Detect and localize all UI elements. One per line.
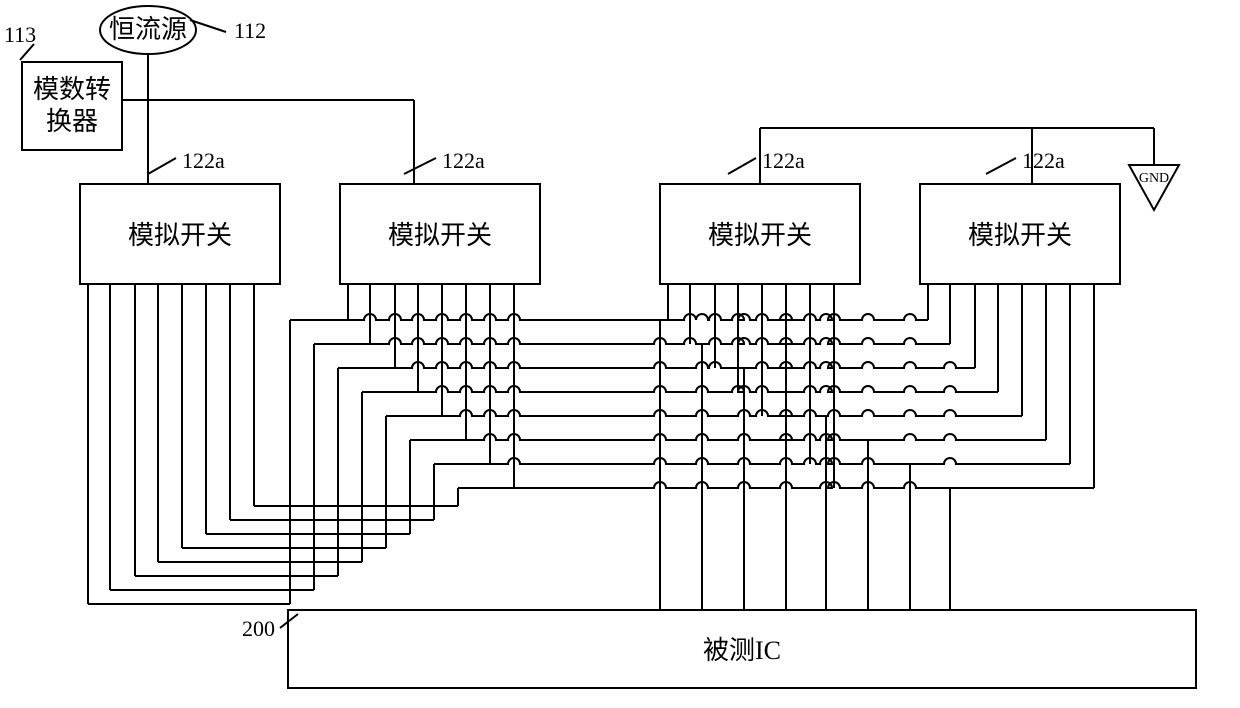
leader: [148, 158, 176, 174]
analog-switch-label: 模拟开关: [128, 221, 232, 250]
bus-wire: [702, 338, 950, 344]
analog-switch-label: 模拟开关: [968, 221, 1072, 250]
bus-wire: [290, 314, 660, 320]
dut-label: 被测IC: [703, 636, 781, 665]
bus-wire: [338, 362, 744, 368]
ref-122a: 122a: [762, 148, 805, 173]
ref-113: 113: [4, 22, 36, 47]
gnd-label: GND: [1139, 171, 1169, 186]
bus-wire: [362, 386, 786, 392]
bus-wire: [660, 314, 928, 320]
ref-122a: 122a: [442, 148, 485, 173]
bus-wire: [434, 458, 910, 464]
ref-112: 112: [234, 18, 266, 43]
analog-switch-label: 模拟开关: [708, 221, 812, 250]
bus-wire: [786, 386, 998, 392]
bus-wire: [314, 338, 702, 344]
ref-200: 200: [242, 616, 275, 641]
analog-switch-label: 模拟开关: [388, 221, 492, 250]
adc-label-1: 模数转: [33, 75, 111, 104]
bus-wire: [744, 362, 975, 368]
ref-122a: 122a: [182, 148, 225, 173]
current-source-label: 恒流源: [109, 15, 187, 44]
bus-wire: [868, 434, 1046, 440]
bus-wire: [910, 458, 1070, 464]
bus-wire: [826, 410, 1022, 416]
ref-122a: 122a: [1022, 148, 1065, 173]
bus-wire: [458, 482, 950, 488]
leader: [404, 158, 436, 174]
bus-wire: [386, 410, 826, 416]
leader: [986, 158, 1016, 174]
bus-wire: [410, 434, 868, 440]
leader: [728, 158, 756, 174]
adc-label-2: 换器: [46, 107, 98, 136]
